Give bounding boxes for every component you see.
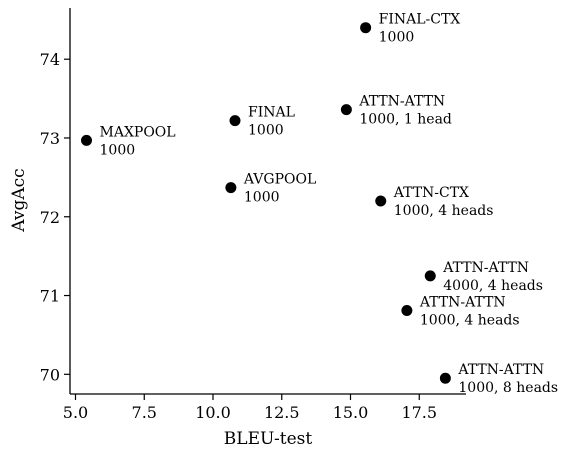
y-tick-label: 72 bbox=[40, 208, 60, 227]
point-label: FINAL-CTX bbox=[379, 12, 461, 28]
x-tick-label: 12.5 bbox=[264, 403, 300, 422]
data-point bbox=[439, 372, 451, 384]
point-label: MAXPOOL bbox=[100, 124, 176, 140]
y-axis-label: AvgAcc bbox=[9, 168, 29, 232]
point-sublabel: 1000, 8 heads bbox=[458, 380, 558, 396]
data-point bbox=[225, 182, 237, 194]
data-point bbox=[229, 115, 241, 127]
point-sublabel: 1000 bbox=[244, 190, 280, 206]
point-sublabel: 1000 bbox=[248, 123, 284, 139]
point-label: AVGPOOL bbox=[243, 172, 316, 188]
x-tick-label: 10.0 bbox=[195, 403, 231, 422]
point-label: ATTN-ATTN bbox=[457, 362, 544, 378]
x-tick-label: 17.5 bbox=[401, 403, 437, 422]
x-tick-label: 7.5 bbox=[132, 403, 157, 422]
data-point bbox=[360, 22, 372, 34]
point-sublabel: 1000, 1 head bbox=[359, 112, 452, 128]
point-sublabel: 4000, 4 heads bbox=[443, 278, 543, 294]
point-sublabel: 1000, 4 heads bbox=[394, 203, 494, 219]
point-sublabel: 1000, 4 heads bbox=[420, 312, 520, 328]
point-sublabel: 1000 bbox=[100, 142, 136, 158]
y-tick-label: 73 bbox=[40, 129, 60, 148]
point-label: FINAL bbox=[248, 105, 295, 121]
point-label: ATTN-ATTN bbox=[419, 294, 506, 310]
x-tick-label: 5.0 bbox=[63, 403, 88, 422]
y-ticks: 70 71 72 73 74 bbox=[40, 50, 70, 384]
x-ticks: 5.0 7.5 10.0 12.5 15.0 17.5 bbox=[63, 394, 437, 422]
data-point bbox=[424, 270, 436, 282]
point-sublabel: 1000 bbox=[379, 30, 415, 46]
data-point bbox=[340, 104, 352, 116]
data-point bbox=[401, 304, 413, 316]
data-point bbox=[375, 195, 387, 207]
y-tick-label: 74 bbox=[40, 50, 60, 69]
y-tick-label: 70 bbox=[40, 365, 60, 384]
point-label: ATTN-CTX bbox=[393, 185, 469, 201]
data-point bbox=[81, 134, 92, 146]
point-label: ATTN-ATTN bbox=[442, 260, 529, 276]
y-tick-label: 71 bbox=[40, 287, 60, 306]
x-axis-label: BLEU-test bbox=[224, 429, 313, 449]
data-points: MAXPOOL 1000 FINAL 1000 AVGPOOL 1000 FINAL-CTX… bbox=[81, 12, 558, 396]
point-label: ATTN-ATTN bbox=[358, 94, 445, 110]
x-tick-label: 15.0 bbox=[333, 403, 369, 422]
